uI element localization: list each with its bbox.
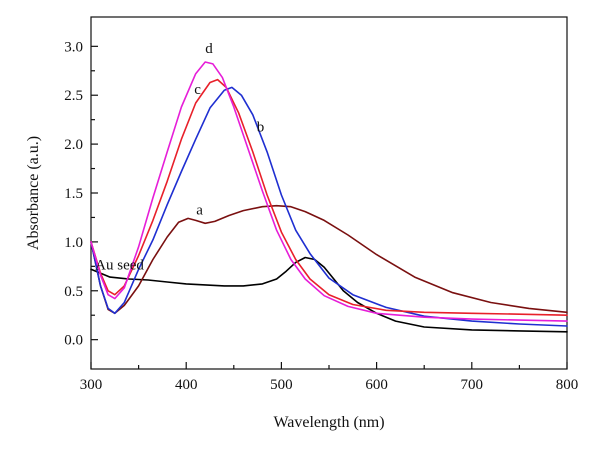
x-tick-label: 800 [556,377,579,393]
x-tick-label: 700 [461,377,484,393]
y-tick-label: 1.5 [64,186,83,202]
series-line-4 [90,61,568,322]
y-axis-title: Absorbance (a.u.) [25,136,42,250]
y-tick-label: 0.0 [64,333,83,349]
y-tick-label: 0.5 [64,284,83,300]
x-tick-label: 400 [175,377,198,393]
curve-labels: Au seed a b c d [95,41,264,273]
series-line-3 [90,78,568,316]
series-line-0 [90,256,568,333]
series-line-2 [90,86,568,327]
curve-label-3: c [194,82,201,98]
x-tick-label: 300 [80,377,103,393]
x-axis-title: Wavelength (nm) [273,414,384,431]
series-line-1 [90,204,568,315]
y-tick-label: 2.0 [64,137,83,153]
y-tick-label: 3.0 [64,39,83,55]
curve-label-1: a [196,203,203,219]
series-group [90,61,568,333]
y-tick-label: 2.5 [64,88,83,104]
x-tick-label: 600 [365,377,388,393]
y-tick-label: 1.0 [64,235,83,251]
x-tick-label: 500 [270,377,293,393]
axis-ticks [90,45,568,369]
curve-label-4: d [205,41,213,57]
curve-label-0: Au seed [95,257,144,273]
axis-tick-labels: 300 400 500 600 700 800 0.0 0.5 1.0 1.5 2.0 2.5 3.0 [64,39,578,393]
curve-label-2: b [257,119,265,135]
